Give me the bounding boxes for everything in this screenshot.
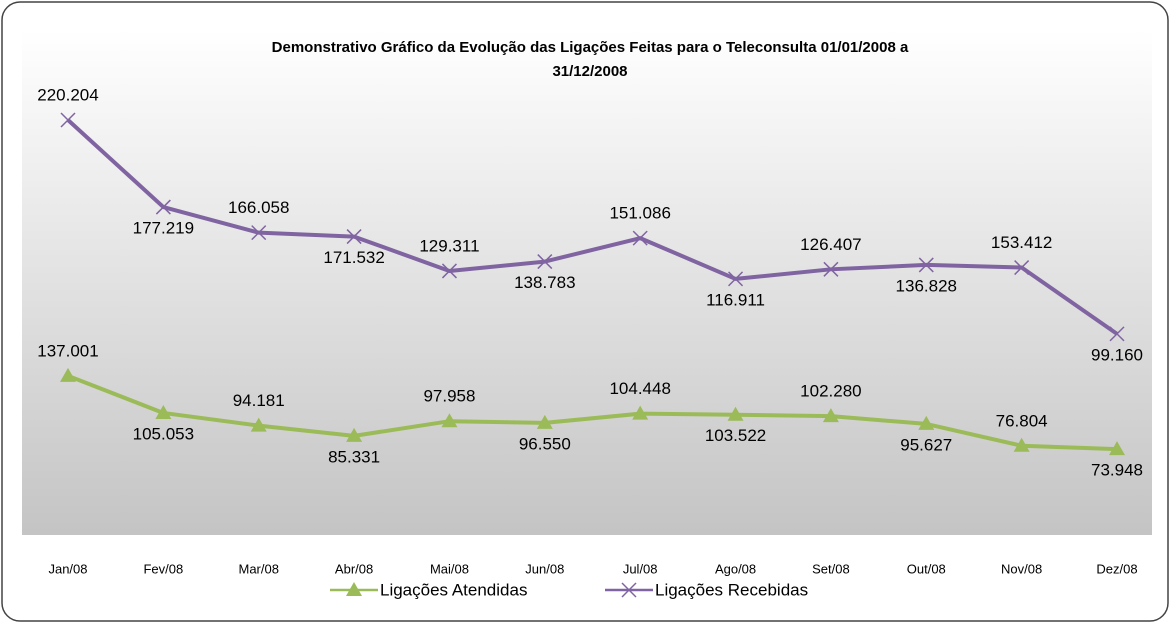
data-label: 76.804 — [996, 411, 1048, 430]
plot-area — [22, 30, 1152, 535]
x-tick-label: Fev/08 — [143, 561, 183, 576]
x-tick-label: Mar/08 — [238, 561, 278, 576]
marker — [822, 408, 839, 423]
marker — [346, 229, 362, 245]
series: 220.204 177.219 166.058 171.532 129.311 138.7… — [37, 85, 1143, 364]
legend-label: Ligações Recebidas — [655, 580, 808, 599]
x-tick-label: Mai/08 — [430, 561, 469, 576]
marker — [60, 367, 76, 382]
marker — [728, 271, 744, 287]
series: 137.001 105.053 94.181 85.331 97.958 96.550 10… — [37, 341, 1143, 479]
data-label: 151.086 — [609, 204, 670, 223]
x-tick-label: Nov/08 — [1001, 561, 1042, 576]
marker — [727, 406, 744, 421]
data-label: 220.204 — [37, 85, 98, 104]
x-tick-label: Out/08 — [907, 561, 946, 576]
data-label: 171.532 — [323, 248, 384, 267]
marker — [1109, 441, 1125, 456]
data-label: 129.311 — [419, 236, 479, 255]
data-label: 153.412 — [991, 233, 1052, 252]
data-label: 166.058 — [228, 198, 289, 217]
marker — [251, 225, 267, 241]
x-tick-label: Jul/08 — [623, 561, 658, 576]
marker — [250, 417, 267, 432]
marker — [155, 199, 171, 215]
x-tick-label: Jun/08 — [525, 561, 564, 576]
x-tick-label: Set/08 — [812, 561, 850, 576]
data-label: 116.911 — [706, 290, 765, 309]
marker — [1013, 437, 1030, 452]
legend-label: Ligações Atendidas — [380, 580, 527, 599]
marker — [632, 405, 649, 420]
data-label: 95.627 — [900, 435, 952, 454]
data-label: 99.160 — [1091, 345, 1143, 364]
data-label: 136.828 — [896, 276, 957, 295]
data-label: 94.181 — [233, 391, 285, 410]
data-label: 105.053 — [133, 424, 194, 443]
data-label: 138.783 — [514, 273, 575, 292]
x-tick-label: Dez/08 — [1096, 561, 1137, 576]
marker — [918, 257, 934, 273]
marker — [441, 413, 458, 428]
data-label: 73.948 — [1091, 461, 1143, 480]
marker — [346, 427, 363, 442]
data-label: 96.550 — [519, 434, 571, 453]
marker — [441, 263, 457, 279]
data-label: 97.958 — [423, 387, 475, 406]
marker — [1109, 326, 1125, 342]
data-label: 103.522 — [705, 426, 766, 445]
marker — [621, 582, 637, 598]
x-tick-label: Abr/08 — [335, 561, 373, 576]
marker — [346, 582, 362, 596]
x-tick-label: Ago/08 — [715, 561, 756, 576]
marker — [536, 414, 553, 429]
data-label: 102.280 — [800, 382, 861, 401]
data-label: 177.219 — [133, 219, 194, 238]
data-label: 104.448 — [609, 379, 670, 398]
marker — [537, 254, 553, 270]
line — [67, 373, 1118, 452]
data-label: 137.001 — [37, 341, 98, 360]
line — [66, 118, 1119, 336]
x-tick-label: Jan/08 — [48, 561, 87, 576]
marker — [823, 261, 839, 277]
data-label: 85.331 — [328, 447, 380, 466]
marker — [155, 404, 172, 419]
marker — [60, 112, 76, 128]
marker — [632, 230, 648, 246]
data-label: 126.407 — [800, 235, 861, 254]
marker — [918, 415, 935, 430]
chart-title: Demonstrativo Gráfico da Evolução das Li… — [272, 39, 909, 80]
marker — [1014, 260, 1030, 276]
